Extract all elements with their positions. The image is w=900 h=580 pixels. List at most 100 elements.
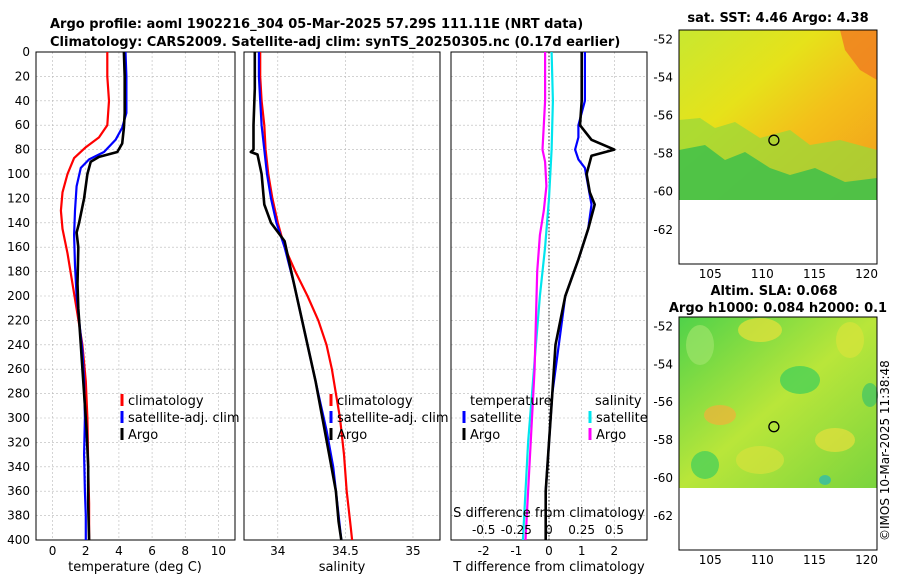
depth-tick-label: 140 xyxy=(7,216,30,230)
depth-tick-label: 280 xyxy=(7,387,30,401)
sla-no-data xyxy=(679,488,877,550)
x-tick-label: 10 xyxy=(211,544,226,558)
legend-label-argo: Argo xyxy=(337,428,367,443)
profile-line-salinity-argo xyxy=(524,52,548,540)
profile-line-satellite-adj-clim xyxy=(72,52,128,540)
legend-title-temperature: temperature xyxy=(470,394,552,409)
sla-blob xyxy=(686,325,714,365)
s-difference-ticks: -0.5 -0.25 0 0.25 0.5 xyxy=(472,523,624,537)
sst-map: sat. SST: 4.46 Argo: 4.38 105 110 115 120 -5… xyxy=(653,11,878,281)
sst-warm-patch xyxy=(840,30,877,80)
depth-tick-label: 240 xyxy=(7,338,30,352)
sla-blob xyxy=(691,451,719,479)
sla-texture xyxy=(686,318,878,485)
latitude-tick-label: -58 xyxy=(653,433,673,447)
temperature-axes-frame xyxy=(35,51,236,541)
sla-map-frame xyxy=(678,316,878,551)
profile-line-salinity-satellite xyxy=(521,52,555,540)
depth-tick-label: 200 xyxy=(7,289,30,303)
depth-tick-label: 300 xyxy=(7,411,30,425)
difference-x-ticks: -2 -1 0 1 2 xyxy=(478,544,618,558)
figure-title-line-2: Climatology: CARS2009. Satellite-adj cli… xyxy=(50,35,620,50)
temperature-x-ticks: 0 2 4 6 8 10 xyxy=(49,544,226,558)
sla-map: Altim. SLA: 0.068 Argo h1000: 0.084 h200… xyxy=(653,284,887,567)
difference-legend: temperature satellite Argo salinity sate… xyxy=(462,394,648,443)
difference-panel: -2 -1 0 1 2 T difference from climatology S … xyxy=(450,51,648,575)
sla-blob xyxy=(862,383,878,407)
s-difference-tick-label: 0 xyxy=(545,523,553,537)
latitude-tick-label: -56 xyxy=(653,395,673,409)
depth-tick-label: 160 xyxy=(7,240,30,254)
longitude-tick-label: 110 xyxy=(751,267,774,281)
x-tick-label: -2 xyxy=(478,544,490,558)
sla-blob xyxy=(738,318,782,342)
longitude-tick-label: 120 xyxy=(855,267,878,281)
s-difference-tick-label: -0.5 xyxy=(472,523,495,537)
s-difference-tick-label: -0.25 xyxy=(501,523,532,537)
temperature-panel: 0204060801001201401601802002202402602803… xyxy=(7,45,240,575)
salinity-legend: climatology satellite-adj. clim Argo xyxy=(329,394,449,443)
latitude-tick-label: -52 xyxy=(653,33,673,47)
sla-map-title: Altim. SLA: 0.068 xyxy=(711,284,838,299)
sla-blob xyxy=(836,322,864,358)
profile-line-argo xyxy=(249,52,343,540)
legend-title-salinity: salinity xyxy=(595,394,642,409)
x-tick-label: 4 xyxy=(115,544,123,558)
argo-position-marker xyxy=(768,134,780,146)
temperature-x-label: temperature (deg C) xyxy=(68,560,202,575)
latitude-tick-label: -62 xyxy=(653,223,673,237)
legend-label-climatology: climatology xyxy=(128,394,204,409)
sla-blob xyxy=(736,446,784,474)
longitude-tick-label: 115 xyxy=(803,553,826,567)
temperature-profiles xyxy=(59,52,128,540)
depth-tick-label: 400 xyxy=(7,533,30,547)
sst-map-frame xyxy=(678,29,878,265)
legend-label-salinity-argo: Argo xyxy=(596,428,626,443)
x-tick-label: 34 xyxy=(270,544,285,558)
depth-ticks: 0 20 40 60 80 100 120 140 160 180 200 220 240 260 280 3… xyxy=(7,45,30,547)
depth-tick-label: 0 xyxy=(22,45,30,59)
salinity-x-ticks: 34 34.5 35 xyxy=(270,544,420,558)
latitude-tick-label: -60 xyxy=(653,471,673,485)
x-tick-label: 2 xyxy=(611,544,619,558)
x-tick-label: -1 xyxy=(510,544,522,558)
legend-label-climatology: climatology xyxy=(337,394,413,409)
imos-credit: ©IMOS 10-Mar-2025 11:38:48 xyxy=(878,360,892,541)
difference-grid xyxy=(451,51,647,541)
sla-map-subtitle: Argo h1000: 0.084 h2000: 0.1 xyxy=(669,301,887,316)
latitude-tick-label: -54 xyxy=(653,357,673,371)
salinity-axes-frame xyxy=(243,51,441,541)
latitude-tick-label: -62 xyxy=(653,509,673,523)
profile-line-climatology xyxy=(259,52,354,540)
legend-label-salinity-satellite: satellite xyxy=(596,411,648,426)
sla-map-ticks: 105 110 115 120 -52 -54 -56 -58 -60 -62 xyxy=(653,319,878,567)
depth-tick-label: 100 xyxy=(7,167,30,181)
profile-line-temperature-argo xyxy=(544,52,616,540)
longitude-tick-label: 105 xyxy=(699,267,722,281)
x-tick-label: 35 xyxy=(405,544,420,558)
profile-line-climatology xyxy=(59,52,111,540)
latitude-tick-label: -56 xyxy=(653,109,673,123)
longitude-tick-label: 110 xyxy=(751,553,774,567)
depth-tick-label: 120 xyxy=(7,191,30,205)
figure-title-line-1: Argo profile: aoml 1902216_304 05-Mar-20… xyxy=(50,17,583,32)
sla-blob xyxy=(704,405,736,425)
sla-blob xyxy=(780,366,820,394)
x-tick-label: 8 xyxy=(181,544,189,558)
salinity-x-label: salinity xyxy=(319,560,366,575)
argo-position-marker xyxy=(768,421,780,433)
profile-line-satellite-adj-clim xyxy=(257,52,343,540)
depth-tick-label: 80 xyxy=(15,143,30,157)
longitude-tick-label: 105 xyxy=(699,553,722,567)
x-tick-label: 1 xyxy=(578,544,586,558)
legend-label-argo: Argo xyxy=(128,428,158,443)
longitude-tick-label: 120 xyxy=(855,553,878,567)
sst-no-data xyxy=(679,200,877,264)
salinity-profiles xyxy=(249,52,354,540)
depth-tick-label: 380 xyxy=(7,509,30,523)
x-tick-label: 0 xyxy=(545,544,553,558)
difference-profiles xyxy=(521,52,616,540)
latitude-tick-label: -54 xyxy=(653,71,673,85)
latitude-tick-label: -58 xyxy=(653,147,673,161)
